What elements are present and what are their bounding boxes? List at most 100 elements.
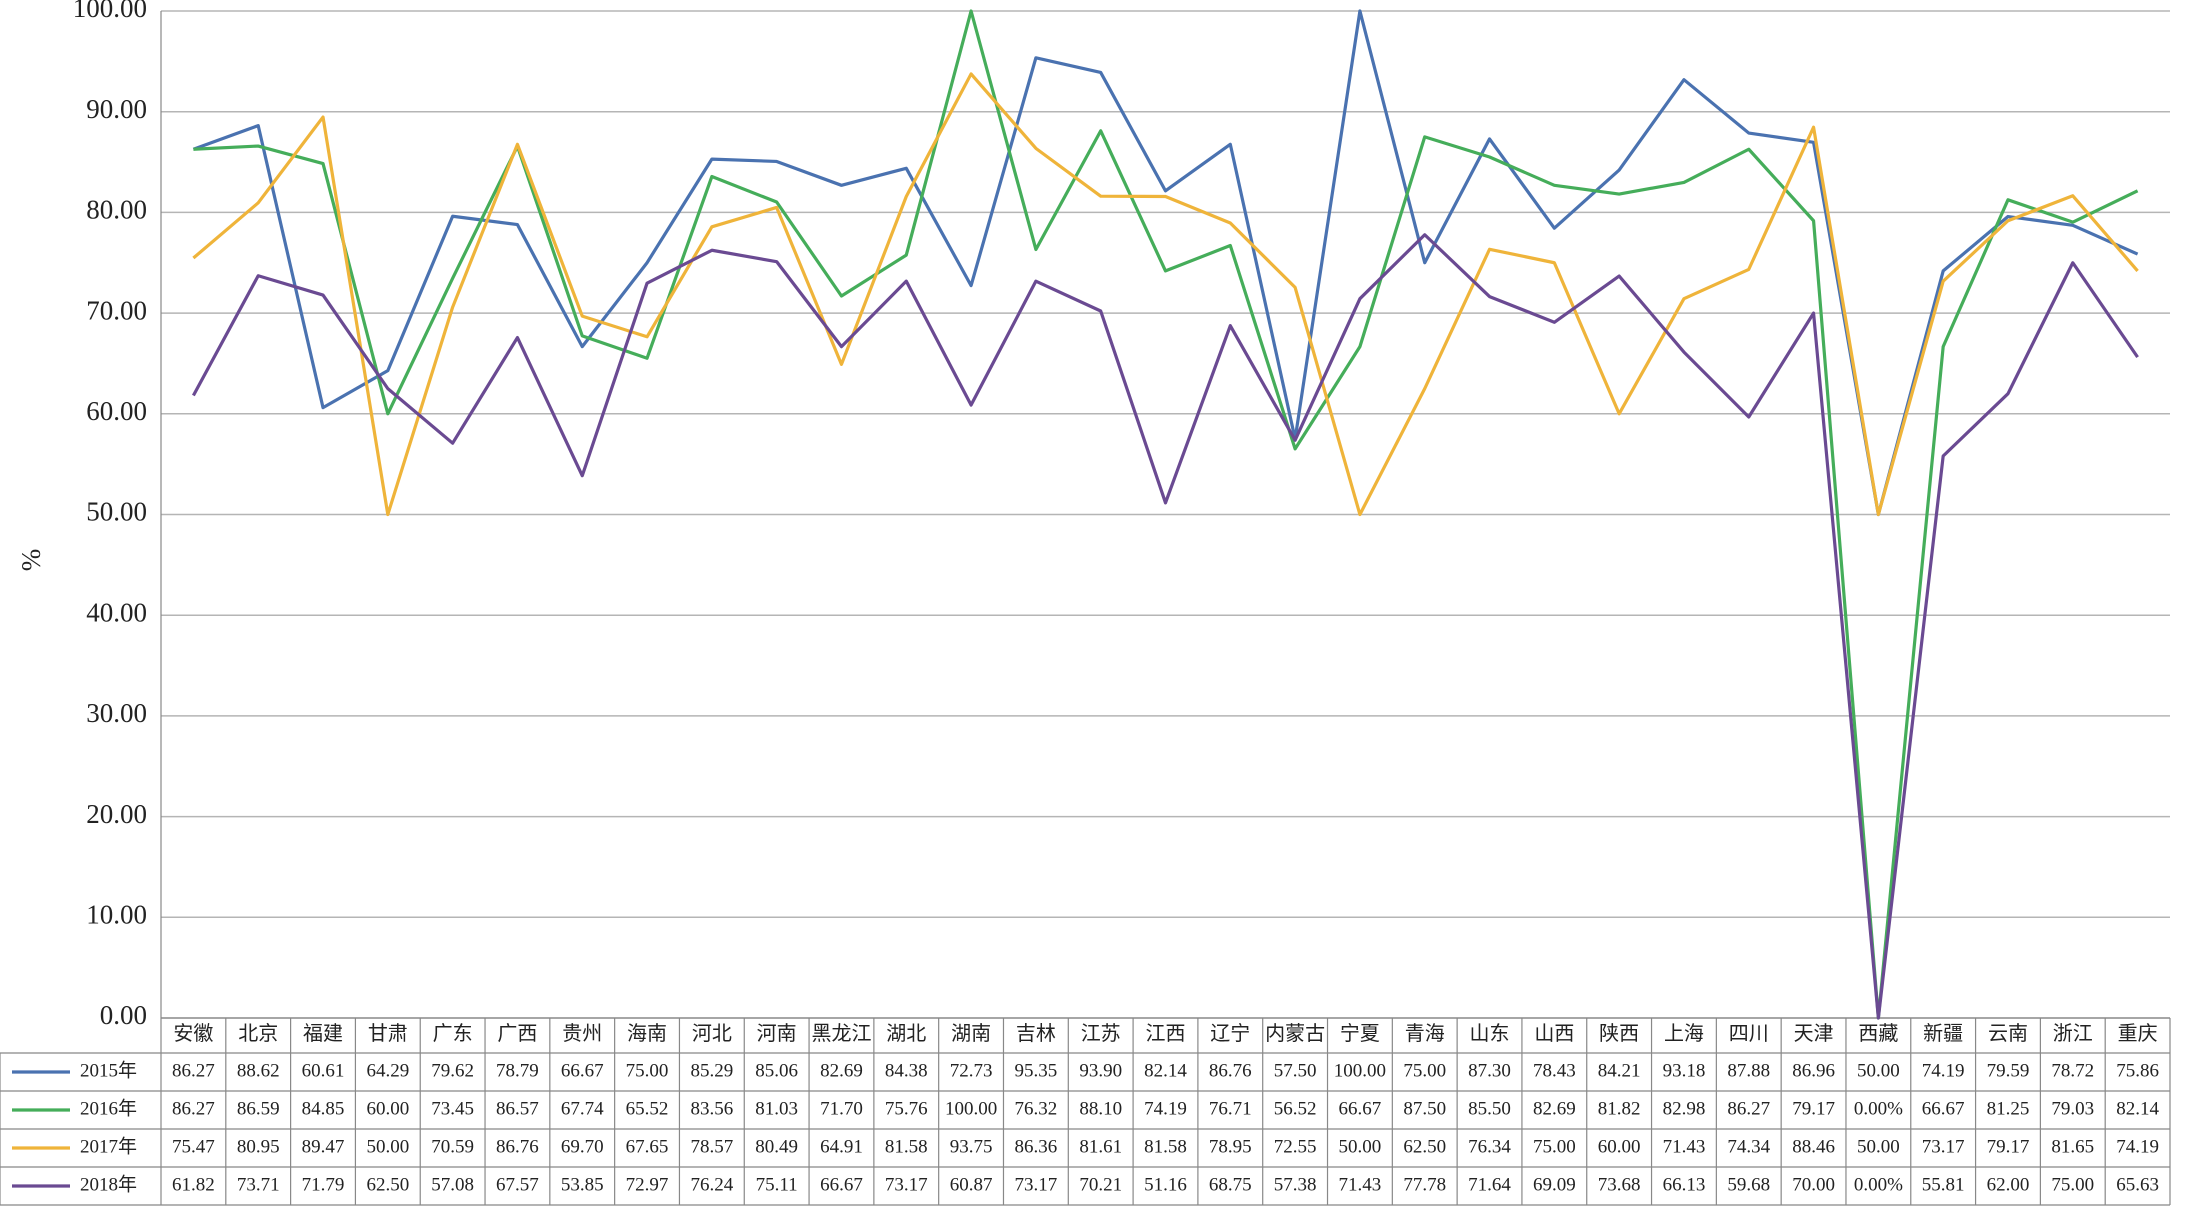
table-cell: 86.36 bbox=[1015, 1136, 1058, 1157]
table-cell: 87.30 bbox=[1468, 1060, 1511, 1081]
table-cell: 77.78 bbox=[1403, 1174, 1446, 1195]
table-cell: 57.08 bbox=[431, 1174, 474, 1195]
table-cell: 79.17 bbox=[1987, 1136, 2030, 1157]
table-cell: 69.09 bbox=[1533, 1174, 1576, 1195]
table-cell: 73.68 bbox=[1598, 1174, 1641, 1195]
table-cell: 79.62 bbox=[431, 1060, 474, 1081]
table-cell: 71.70 bbox=[820, 1098, 863, 1119]
table-cell: 81.25 bbox=[1987, 1098, 2030, 1119]
x-tick-label: 安徽 bbox=[173, 1022, 213, 1045]
table-cell: 86.76 bbox=[1209, 1060, 1252, 1081]
table-cell: 78.79 bbox=[496, 1060, 539, 1081]
x-tick-label: 甘肃 bbox=[368, 1022, 408, 1045]
x-tick-label: 四川 bbox=[1729, 1023, 1769, 1045]
legend-label: 2017年 bbox=[80, 1135, 137, 1157]
table-cell: 81.03 bbox=[755, 1098, 798, 1119]
table-cell: 80.49 bbox=[755, 1136, 798, 1157]
table-cell: 50.00 bbox=[1857, 1136, 1900, 1157]
table-cell: 85.29 bbox=[690, 1060, 733, 1081]
table-cell: 79.59 bbox=[1987, 1060, 2030, 1081]
table-cell: 72.55 bbox=[1274, 1136, 1317, 1157]
x-tick-label: 新疆 bbox=[1923, 1022, 1963, 1045]
x-tick-label: 宁夏 bbox=[1340, 1022, 1380, 1045]
table-cell: 81.61 bbox=[1079, 1136, 1122, 1157]
y-tick-label: 10.00 bbox=[86, 900, 147, 930]
table-cell: 55.81 bbox=[1922, 1174, 1965, 1195]
y-tick-label: 60.00 bbox=[86, 396, 147, 426]
x-tick-label: 广西 bbox=[497, 1022, 537, 1045]
table-cell: 84.21 bbox=[1598, 1060, 1641, 1081]
x-tick-label: 北京 bbox=[238, 1022, 278, 1045]
table-cell: 76.24 bbox=[690, 1174, 733, 1195]
table-cell: 93.18 bbox=[1663, 1060, 1706, 1081]
table-cell: 76.34 bbox=[1468, 1136, 1511, 1157]
x-tick-label: 上海 bbox=[1664, 1022, 1704, 1045]
table-cell: 86.96 bbox=[1792, 1060, 1835, 1081]
table-cell: 71.79 bbox=[302, 1174, 345, 1195]
x-tick-label: 海南 bbox=[627, 1022, 667, 1045]
table-cell: 73.17 bbox=[1015, 1174, 1058, 1195]
table-cell: 0.00% bbox=[1854, 1098, 1903, 1119]
x-tick-label: 西藏 bbox=[1858, 1022, 1898, 1045]
table-cell: 86.27 bbox=[172, 1098, 215, 1119]
table-cell: 74.34 bbox=[1727, 1136, 1770, 1157]
table-cell: 93.75 bbox=[950, 1136, 993, 1157]
table-cell: 70.21 bbox=[1079, 1174, 1122, 1195]
table-cell: 66.67 bbox=[1922, 1098, 1965, 1119]
table-cell: 65.52 bbox=[626, 1098, 669, 1119]
table-cell: 87.50 bbox=[1403, 1098, 1446, 1119]
table-cell: 61.82 bbox=[172, 1174, 215, 1195]
table-cell: 76.71 bbox=[1209, 1098, 1252, 1119]
series-line bbox=[192, 72, 2139, 517]
table-cell: 78.43 bbox=[1533, 1060, 1576, 1081]
table-cell: 75.76 bbox=[885, 1098, 928, 1119]
table-cell: 78.57 bbox=[690, 1136, 733, 1157]
table-cell: 86.57 bbox=[496, 1098, 539, 1119]
table-cell: 82.14 bbox=[2116, 1098, 2159, 1119]
table-cell: 66.13 bbox=[1663, 1174, 1706, 1195]
table-cell: 60.00 bbox=[366, 1098, 409, 1119]
table-cell: 88.46 bbox=[1792, 1136, 1835, 1157]
table-cell: 75.00 bbox=[626, 1060, 669, 1081]
table-cell: 70.00 bbox=[1792, 1174, 1835, 1195]
table-cell: 71.64 bbox=[1468, 1174, 1511, 1195]
table-cell: 86.59 bbox=[237, 1098, 280, 1119]
table-cell: 70.59 bbox=[431, 1136, 474, 1157]
table-cell: 73.45 bbox=[431, 1098, 474, 1119]
table-cell: 81.65 bbox=[2051, 1136, 2094, 1157]
table-cell: 56.52 bbox=[1274, 1098, 1317, 1119]
x-tick-label: 陕西 bbox=[1599, 1022, 1639, 1045]
table-cell: 86.76 bbox=[496, 1136, 539, 1157]
y-tick-label: 90.00 bbox=[86, 94, 147, 124]
table-cell: 64.29 bbox=[366, 1060, 409, 1081]
table-cell: 89.47 bbox=[302, 1136, 345, 1157]
table-cell: 81.82 bbox=[1598, 1098, 1641, 1119]
table-cell: 75.00 bbox=[1533, 1136, 1576, 1157]
series-line bbox=[192, 9, 2139, 517]
table-cell: 60.00 bbox=[1598, 1136, 1641, 1157]
table-cell: 60.87 bbox=[950, 1174, 993, 1195]
table-cell: 59.68 bbox=[1727, 1174, 1770, 1195]
table-cell: 100.00 bbox=[945, 1098, 997, 1119]
table-cell: 80.95 bbox=[237, 1136, 280, 1157]
table-cell: 85.06 bbox=[755, 1060, 798, 1081]
y-tick-label: 50.00 bbox=[86, 497, 147, 527]
table-cell: 86.27 bbox=[172, 1060, 215, 1081]
x-tick-label: 吉林 bbox=[1016, 1022, 1056, 1045]
x-tick-label: 福建 bbox=[303, 1022, 343, 1045]
table-cell: 0.00% bbox=[1854, 1174, 1903, 1195]
table-cell: 73.71 bbox=[237, 1174, 280, 1195]
table-cell: 81.58 bbox=[885, 1136, 928, 1157]
y-tick-label: 0.00 bbox=[100, 1000, 147, 1030]
table-cell: 66.67 bbox=[820, 1174, 863, 1195]
x-tick-label: 江西 bbox=[1146, 1022, 1186, 1045]
y-tick-label: 30.00 bbox=[86, 698, 147, 728]
x-tick-label: 广东 bbox=[433, 1022, 473, 1045]
table-cell: 95.35 bbox=[1015, 1060, 1058, 1081]
x-tick-label: 湖北 bbox=[886, 1022, 926, 1045]
x-tick-label: 山西 bbox=[1534, 1022, 1574, 1045]
table-cell: 84.38 bbox=[885, 1060, 928, 1081]
table-cell: 85.50 bbox=[1468, 1098, 1511, 1119]
legend-label: 2018年 bbox=[80, 1173, 137, 1195]
